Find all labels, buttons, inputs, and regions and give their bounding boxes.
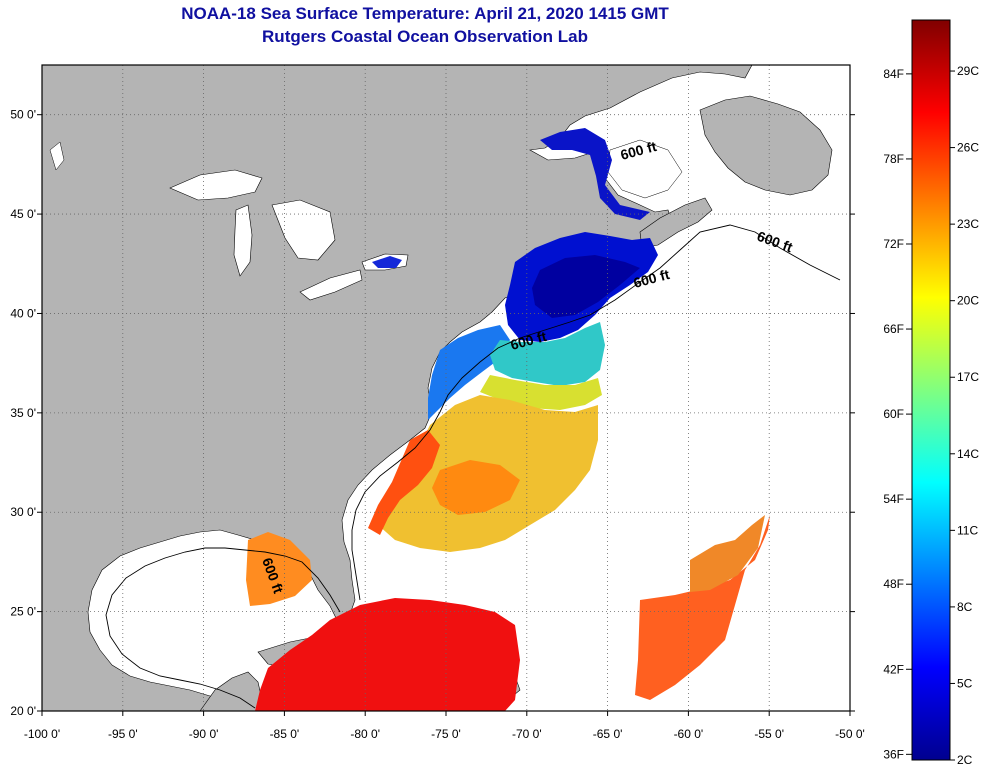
lat-tick-label: 30 0' (10, 505, 36, 519)
sst-bahamas-caribbean (255, 598, 520, 711)
isobath-600ft (105, 224, 841, 709)
map-grid (42, 65, 850, 711)
land-newfoundland (699, 95, 833, 196)
lake-winnipeg-area (49, 141, 65, 171)
sst-mid-atlantic-shelf (428, 325, 510, 420)
lake-erie (299, 269, 363, 301)
colorbar-celsius-labels: 29C 26C 23C 20C 17C 14C 11C 8C 5C 2C (950, 64, 979, 767)
lon-tick-label: -60 0' (674, 727, 704, 741)
colorbar-label-c: 14C (957, 447, 979, 461)
sst-east-atlantic-patch (635, 515, 770, 700)
lon-tick-label: -55 0' (754, 727, 784, 741)
colorbar-label-f: 84F (883, 67, 904, 81)
colorbar-label-c: 8C (957, 600, 973, 614)
lon-tick-label: -90 0' (189, 727, 219, 741)
lat-tick-label: 45 0' (10, 207, 36, 221)
lon-tick-label: -70 0' (512, 727, 542, 741)
colorbar-label-c: 2C (957, 753, 973, 767)
colorbar-label-f: 78F (883, 152, 904, 166)
sst-st-lawrence-cold (540, 128, 650, 220)
colorbar-label-c: 26C (957, 141, 979, 155)
colorbar-label-c: 23C (957, 217, 979, 231)
land-north-america (42, 65, 753, 711)
sst-gulf-stream-core (368, 430, 440, 535)
lon-tick-label: -50 0' (835, 727, 865, 741)
lat-tick-label: 40 0' (10, 306, 36, 320)
map-subtitle: Rutgers Coastal Ocean Observation Lab (262, 27, 588, 46)
colorbar-label-f: 66F (883, 322, 904, 336)
lon-tick-label: -65 0' (593, 727, 623, 741)
sst-east-atlantic-orange (690, 515, 765, 592)
map-axis-labels: -100 0' -95 0' -90 0' -85 0' -80 0' -75 0' -70… (10, 108, 864, 741)
sst-lake-ontario-blue (372, 256, 402, 268)
colorbar-label-f: 36F (883, 747, 904, 761)
lake-superior (169, 169, 263, 201)
isobath-gulf (105, 547, 341, 709)
colorbar (911, 19, 951, 761)
map-title: NOAA-18 Sea Surface Temperature: April 2… (181, 4, 669, 23)
lat-tick-label: 50 0' (10, 108, 36, 122)
map-frame (41, 64, 851, 712)
isobath-atlantic (351, 224, 841, 601)
sst-slope-water (490, 322, 605, 386)
lon-tick-label: -80 0' (350, 727, 380, 741)
lon-tick-label: -85 0' (270, 727, 300, 741)
lat-tick-label: 20 0' (10, 704, 36, 718)
gulf-st-lawrence (607, 139, 683, 199)
map-layers (42, 65, 833, 711)
map-ticks (37, 114, 855, 716)
lon-tick-label: -75 0' (431, 727, 461, 741)
sst-gulf-of-mexico-patch (246, 532, 312, 606)
colorbar-label-c: 5C (957, 676, 973, 690)
colorbar-label-c: 20C (957, 294, 979, 308)
lon-tick-label: -95 0' (108, 727, 138, 741)
colorbar-label-f: 48F (883, 577, 904, 591)
colorbar-label-f: 54F (883, 492, 904, 506)
lake-huron (271, 199, 336, 261)
lat-tick-label: 25 0' (10, 605, 36, 619)
sst-offshore-orange (432, 460, 520, 515)
sst-gulf-of-maine-core (532, 255, 640, 318)
colorbar-label-f: 60F (883, 407, 904, 421)
lat-tick-label: 35 0' (10, 406, 36, 420)
colorbar-label-c: 17C (957, 370, 979, 384)
colorbar-label-f: 72F (883, 237, 904, 251)
lon-tick-label: -100 0' (24, 727, 60, 741)
colorbar-label-c: 29C (957, 64, 979, 78)
colorbar-label-f: 42F (883, 662, 904, 676)
colorbar-label-c: 11C (957, 523, 978, 537)
colorbar-fahrenheit-labels: 84F 78F 72F 66F 60F 54F 48F 42F 36F (883, 67, 912, 761)
lake-michigan (233, 204, 253, 277)
